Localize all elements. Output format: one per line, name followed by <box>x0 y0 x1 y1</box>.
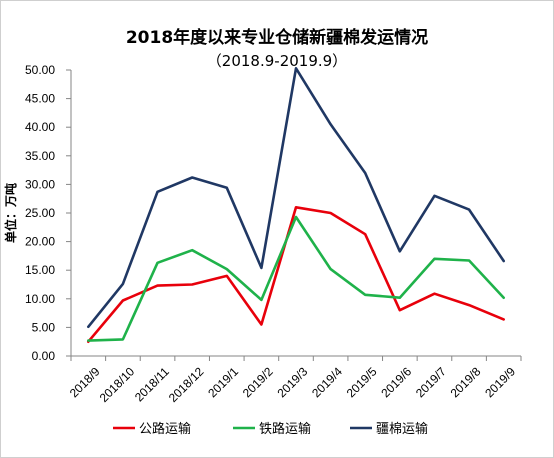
y-tick-label: 20.00 <box>25 235 55 249</box>
y-tick-label: 40.00 <box>25 120 55 134</box>
y-tick-label: 5.00 <box>32 320 56 334</box>
x-tick-label: 2019/7 <box>413 364 449 400</box>
series-lines <box>87 67 506 344</box>
x-tick-label: 2019/8 <box>448 364 484 400</box>
series-line-1 <box>87 206 506 344</box>
y-tick-label: 45.00 <box>25 92 55 106</box>
legend: 公路运输 铁路运输 疆棉运输 <box>113 421 428 437</box>
legend-label: 铁路运输 <box>259 421 311 437</box>
chart-subtitle: （2018.9-2019.9） <box>207 52 347 70</box>
x-tick-label: 2018/11 <box>132 364 172 404</box>
x-tick-label: 2019/9 <box>482 364 518 400</box>
y-tick-label: 50.00 <box>25 63 55 77</box>
x-tick-label: 2018/12 <box>166 364 207 405</box>
legend-label: 疆棉运输 <box>376 421 428 437</box>
y-tick-label: 0.00 <box>32 349 56 363</box>
x-tick-label: 2019/6 <box>378 364 414 400</box>
y-tick-label: 35.00 <box>25 149 55 163</box>
y-tick-label: 15.00 <box>25 263 55 277</box>
axes: 0.00 5.00 10.00 15.00 20.00 25.00 30.00 35.00 40… <box>25 63 522 405</box>
x-tick-label: 2018/10 <box>97 364 138 405</box>
y-tick-label: 25.00 <box>25 206 55 220</box>
x-tick-label: 2019/1 <box>205 364 241 400</box>
series-line-3 <box>87 67 506 329</box>
series-line-2 <box>87 215 506 342</box>
legend-label: 公路运输 <box>139 421 191 437</box>
y-axis-label: 单位：万吨 <box>3 183 18 243</box>
y-tick-label: 30.00 <box>25 177 55 191</box>
x-tick-label: 2019/4 <box>309 364 345 400</box>
x-tick-label: 2019/2 <box>240 364 276 400</box>
chart-title: 2018年度以来专业仓储新疆棉发运情况 <box>126 27 428 48</box>
x-tick-label: 2019/5 <box>344 364 380 400</box>
x-tick-label: 2019/3 <box>274 364 310 400</box>
y-tick-label: 10.00 <box>25 292 55 306</box>
